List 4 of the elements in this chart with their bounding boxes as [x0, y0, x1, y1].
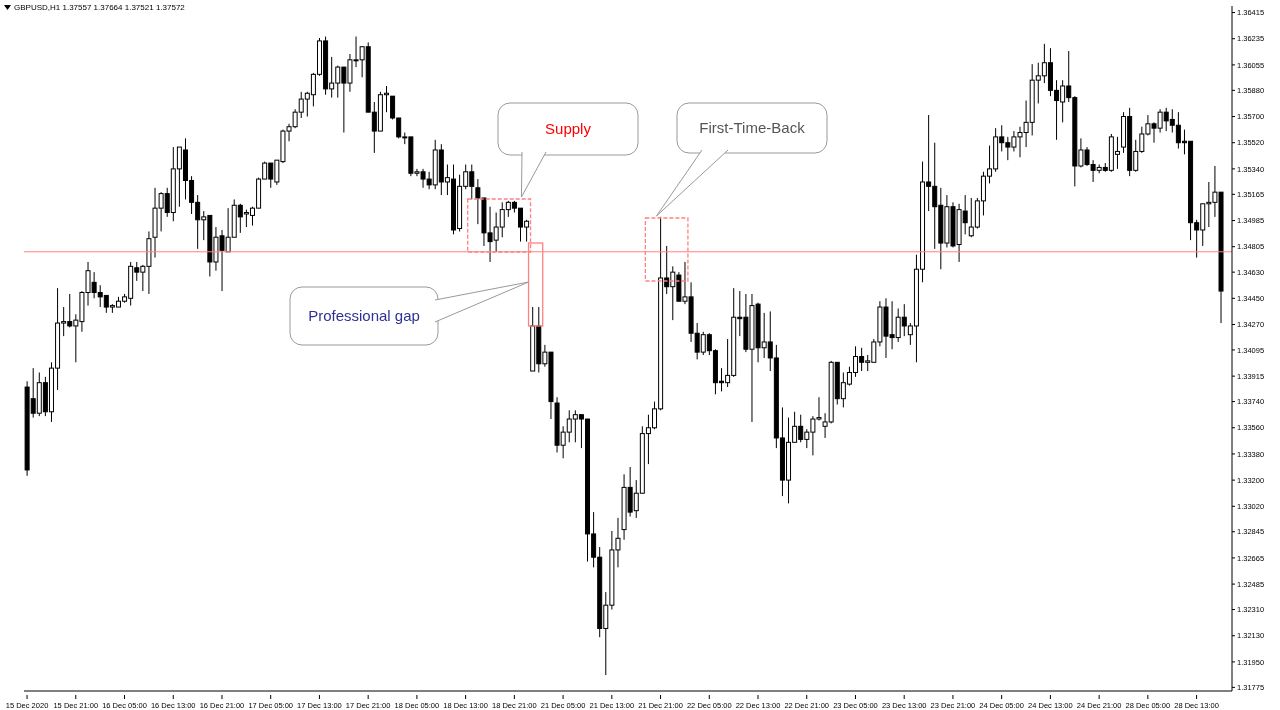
chart-title: GBPUSD,H1 1.37557 1.37664 1.37521 1.37572 — [14, 3, 185, 12]
annotation: First-Time-Back — [699, 119, 806, 136]
annotation: Supply — [545, 120, 592, 137]
annotation: Professional gap — [308, 307, 420, 324]
